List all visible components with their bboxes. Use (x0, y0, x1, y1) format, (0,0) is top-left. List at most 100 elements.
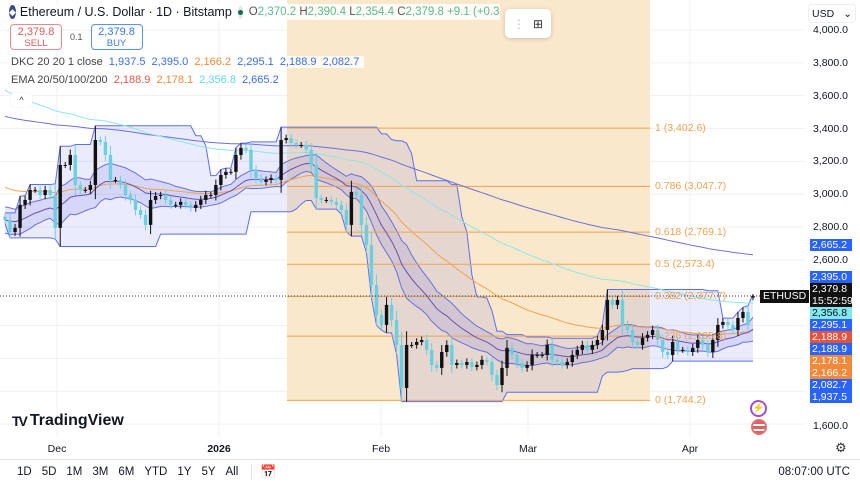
candle (33, 186, 37, 193)
candle (515, 349, 519, 368)
buy-button[interactable]: 2,379.8 BUY (90, 24, 143, 50)
utc-clock[interactable]: 08:07:00 UTC (778, 466, 850, 478)
collapse-legend-button[interactable]: ^ (11, 93, 32, 107)
candle-body (414, 341, 419, 345)
time-axis-label: 2026 (207, 443, 231, 455)
indicator-dkc-legend[interactable]: DKC 20 20 1 close 1,937.5 2,395.0 2,166.… (9, 56, 365, 68)
candle-body (83, 189, 88, 191)
candle (595, 335, 600, 350)
candle (630, 324, 635, 348)
add-widget-icon[interactable]: ⊞ (532, 16, 544, 31)
candle-body (404, 344, 409, 388)
candle-body (741, 311, 745, 319)
candle (133, 194, 138, 216)
candle (485, 356, 489, 366)
donchian-band (5, 125, 753, 402)
candle (711, 334, 715, 358)
go-to-date-calendar-icon[interactable]: 📅 (260, 464, 277, 479)
symbol-title[interactable]: Ethereum / U.S. Dollar · 1D · Bitstamp (19, 5, 232, 19)
candle-body (736, 318, 740, 330)
settings-gear-icon[interactable]: ⚙ (835, 440, 847, 455)
candle-body (28, 189, 32, 200)
candle (184, 198, 188, 209)
range-button-1y[interactable]: 1Y (177, 466, 192, 478)
candle (665, 348, 670, 359)
candle-body (605, 299, 610, 330)
candle-body (63, 164, 67, 166)
candle-body (239, 147, 243, 155)
candle-body (711, 340, 715, 352)
candle-body (635, 341, 640, 345)
us-flag-icon[interactable] (751, 419, 767, 435)
drag-handle-icon[interactable]: ⋮ (512, 16, 525, 31)
candle (319, 194, 323, 204)
range-button-1m[interactable]: 1M (66, 466, 83, 478)
candle-body (299, 144, 303, 146)
candle-body (78, 185, 83, 190)
candle (153, 192, 158, 204)
candle (751, 294, 755, 301)
candle (580, 340, 585, 355)
candle-body (123, 185, 128, 196)
indicator-ema-legend[interactable]: EMA 20/50/100/200 2,188.9 2,178.1 2,356.… (9, 74, 284, 86)
range-button-3m[interactable]: 3M (92, 466, 109, 478)
candle-body (530, 354, 534, 365)
candle (424, 334, 429, 356)
candle (394, 310, 399, 355)
candle (128, 190, 133, 205)
lightning-icon[interactable]: ⚡ (750, 400, 767, 417)
range-button-5d[interactable]: 5D (41, 466, 57, 478)
range-button-ytd[interactable]: YTD (144, 466, 168, 478)
order-quantity[interactable]: 0.1 (70, 32, 83, 42)
candle-body (48, 189, 52, 196)
time-axis-label: Apr (681, 443, 699, 455)
price-tag: 2,356.8 (810, 307, 852, 319)
candle-body (224, 171, 228, 175)
candle-body (369, 244, 374, 286)
candle (726, 318, 730, 329)
candle-body (525, 364, 529, 368)
candle-body (575, 349, 579, 355)
candle-body (204, 195, 208, 200)
price-axis-label: 3,600.0 (812, 89, 848, 102)
candle-body (349, 191, 354, 225)
range-button-1d[interactable]: 1D (17, 466, 32, 478)
candle-body (670, 341, 675, 355)
currency-select[interactable]: USD ⌄ (808, 4, 856, 23)
candle (234, 147, 238, 180)
candle-body (344, 209, 349, 225)
range-button-all[interactable]: All (225, 466, 239, 478)
candle (520, 358, 524, 373)
candle-body (284, 138, 288, 141)
bottom-toolbar: 1D 5D 1M 3M 6M YTD 1Y 5Y All 📅 (0, 459, 860, 484)
symbol-price-label: ETHUSD (760, 290, 810, 303)
tradingview-logo[interactable]: TV TradingView (12, 412, 124, 429)
candle-body (590, 344, 595, 350)
drawing-widget[interactable]: ⋮ ⊞ (505, 9, 551, 38)
candle-body (68, 154, 72, 165)
range-button-6m[interactable]: 6M (118, 466, 135, 478)
range-button-5y[interactable]: 5Y (201, 466, 216, 478)
sell-button[interactable]: 2,379.8 SELL (10, 24, 62, 50)
price-axis[interactable]: 4,000.0 3,800.0 3,600.0 3,400.0 3,200.0 3,000… (805, 0, 860, 437)
candle (475, 361, 479, 371)
candle-body (214, 185, 218, 196)
price-axis-label: 2,800.0 (812, 221, 848, 234)
candle (414, 338, 419, 349)
candle (138, 205, 143, 220)
candle-body (686, 349, 690, 352)
fib-label: 0.618 (2,769.1) (655, 226, 727, 239)
candle-body (88, 185, 93, 190)
candle (455, 359, 459, 369)
candle-body (630, 329, 635, 342)
price-tag: 2,178.1 (810, 355, 852, 367)
candle (540, 351, 544, 358)
market-status-icon[interactable] (237, 5, 243, 19)
candle-body (374, 285, 379, 315)
candle-body (379, 314, 384, 325)
trade-panel: 2,379.8 SELL 0.1 2,379.8 BUY (10, 24, 143, 50)
candle-body (510, 347, 514, 355)
candle (645, 331, 650, 342)
candle-body (424, 340, 429, 350)
candle (560, 358, 564, 369)
